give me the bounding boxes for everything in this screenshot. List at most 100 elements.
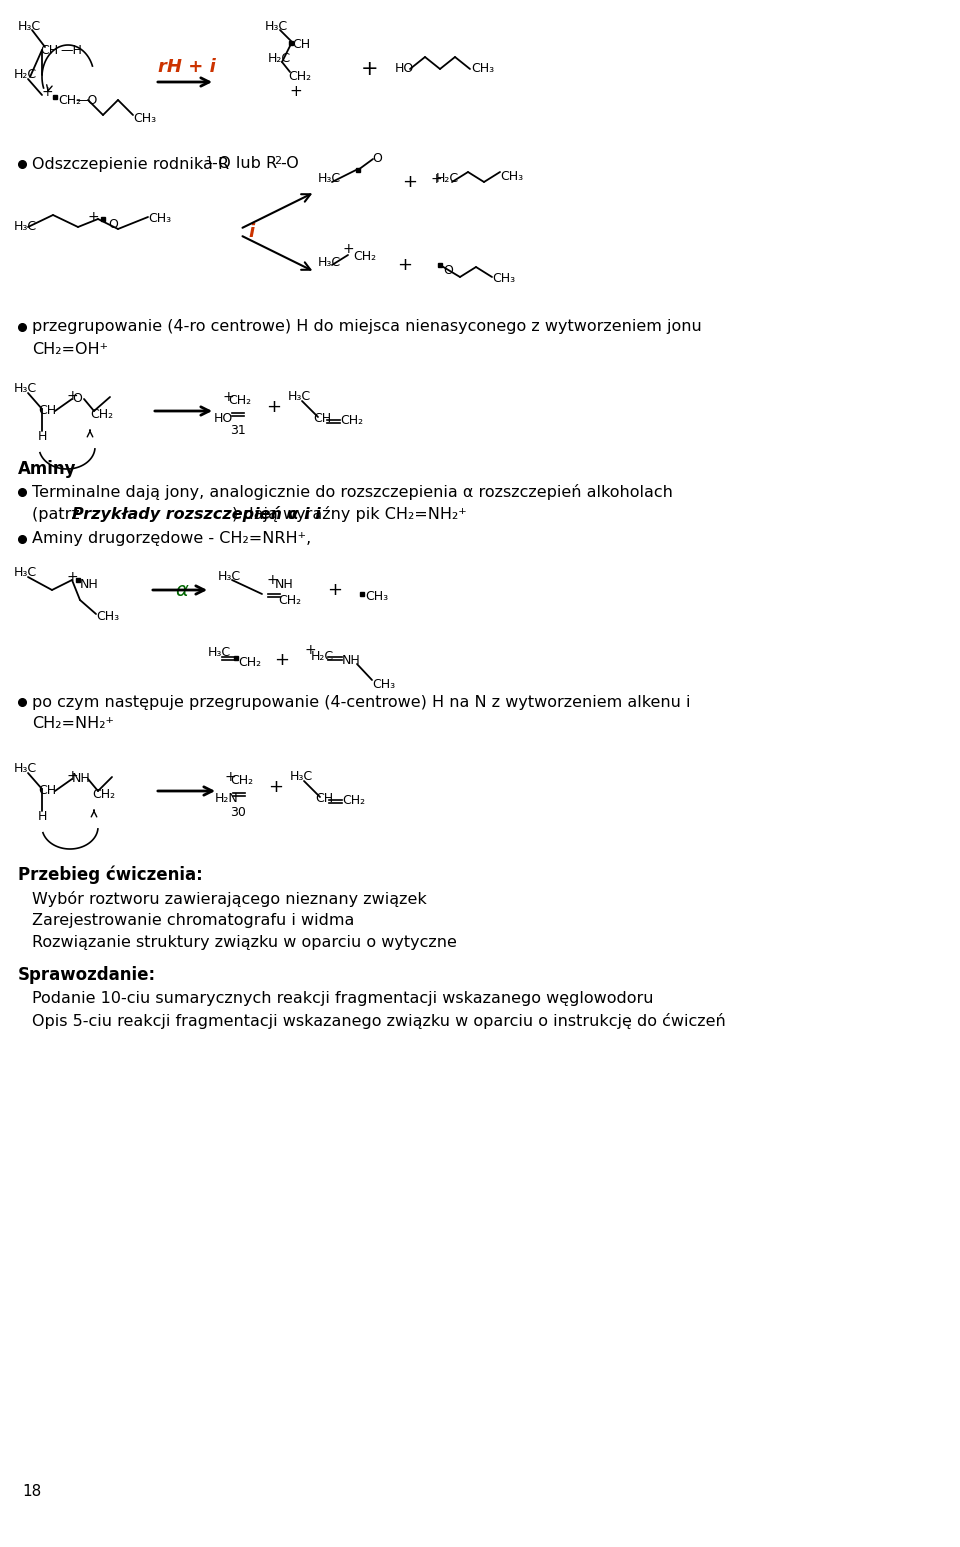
Text: CH₂: CH₂ xyxy=(92,787,115,800)
Text: Opis 5-ciu reakcji fragmentacji wskazanego związku w oparciu o instrukcję do ćwi: Opis 5-ciu reakcji fragmentacji wskazane… xyxy=(32,1013,726,1029)
Text: +: + xyxy=(224,770,235,784)
Text: —H: —H xyxy=(60,43,82,57)
Text: O: O xyxy=(72,393,82,405)
Text: O: O xyxy=(108,218,118,232)
Text: —O: —O xyxy=(75,93,97,107)
Text: 18: 18 xyxy=(22,1485,41,1499)
Text: H₃C: H₃C xyxy=(318,173,341,186)
Text: +: + xyxy=(342,241,354,255)
Text: +: + xyxy=(361,59,379,79)
Text: H₃C: H₃C xyxy=(290,770,313,783)
Text: H: H xyxy=(38,811,47,823)
Text: CH: CH xyxy=(315,792,333,806)
Text: CH₂=OH⁺: CH₂=OH⁺ xyxy=(32,342,108,356)
Text: H₃C: H₃C xyxy=(288,390,311,404)
Text: CH₂: CH₂ xyxy=(353,251,376,263)
Text: +: + xyxy=(266,572,277,586)
Text: Aminy: Aminy xyxy=(18,459,77,478)
Text: CH₂: CH₂ xyxy=(288,71,311,84)
Text: CH₃: CH₃ xyxy=(471,62,494,76)
Text: O: O xyxy=(372,153,382,166)
Text: H₃C: H₃C xyxy=(318,255,341,269)
Text: CH: CH xyxy=(38,784,56,798)
Text: H₃C: H₃C xyxy=(18,20,41,34)
Text: Terminalne dają jony, analogicznie do rozszczepienia α rozszczepień alkoholach: Terminalne dają jony, analogicznie do ro… xyxy=(32,484,673,500)
Text: HO: HO xyxy=(214,413,233,425)
Text: Rozwiązanie struktury związku w oparciu o wytyczne: Rozwiązanie struktury związku w oparciu … xyxy=(32,936,457,950)
Text: H₃C: H₃C xyxy=(14,763,37,775)
Text: ) dają wyraźny pik CH₂=NH₂⁺: ) dają wyraźny pik CH₂=NH₂⁺ xyxy=(232,506,467,521)
Text: CH₂: CH₂ xyxy=(90,407,113,421)
Text: H₂C: H₂C xyxy=(14,68,37,82)
Text: i: i xyxy=(248,223,254,241)
Text: H₃C: H₃C xyxy=(14,382,37,396)
Text: +: + xyxy=(267,398,281,416)
Text: H₂C: H₂C xyxy=(436,173,459,186)
Text: +: + xyxy=(305,644,317,657)
Text: Zarejestrowanie chromatografu i widma: Zarejestrowanie chromatografu i widma xyxy=(32,913,354,928)
Text: +: + xyxy=(66,388,78,404)
Text: CH₂: CH₂ xyxy=(238,656,261,668)
Text: CH₂: CH₂ xyxy=(342,795,365,808)
Text: +: + xyxy=(269,778,283,797)
Text: (patrz: (patrz xyxy=(32,506,84,521)
Text: CH₃: CH₃ xyxy=(500,170,523,184)
Text: po czym następuje przegrupowanie (4-centrowe) H na N z wytworzeniem alkenu i: po czym następuje przegrupowanie (4-cent… xyxy=(32,695,690,710)
Text: 1: 1 xyxy=(206,156,213,166)
Text: -O: -O xyxy=(280,156,299,172)
Text: H₃C: H₃C xyxy=(218,571,241,583)
Text: +: + xyxy=(87,210,99,224)
Text: przegrupowanie (4-ro centrowe) H do miejsca nienasyconego z wytworzeniem jonu: przegrupowanie (4-ro centrowe) H do miej… xyxy=(32,320,702,334)
Text: CH: CH xyxy=(38,404,56,418)
Text: +: + xyxy=(430,172,442,186)
Text: 30: 30 xyxy=(230,806,246,820)
Text: Przebieg ćwiczenia:: Przebieg ćwiczenia: xyxy=(18,866,203,885)
Text: +: + xyxy=(66,569,78,585)
Text: HO: HO xyxy=(395,62,415,76)
Text: CH₃: CH₃ xyxy=(133,113,156,125)
Text: NH: NH xyxy=(342,653,361,667)
Text: +: + xyxy=(397,255,413,274)
Text: Podanie 10-ciu sumarycznych reakcji fragmentacji wskazanego węglowodoru: Podanie 10-ciu sumarycznych reakcji frag… xyxy=(32,992,654,1007)
Text: CH₂=NH₂⁺: CH₂=NH₂⁺ xyxy=(32,716,114,732)
Text: Sprawozdanie:: Sprawozdanie: xyxy=(18,965,156,984)
Text: O: O xyxy=(443,265,453,277)
Text: H₂C: H₂C xyxy=(268,53,291,65)
Text: CH₃: CH₃ xyxy=(148,212,171,226)
Text: +: + xyxy=(66,769,78,783)
Text: +: + xyxy=(402,173,418,190)
Text: H₂C: H₂C xyxy=(311,650,334,662)
Text: +: + xyxy=(327,582,343,599)
Text: H₂N: H₂N xyxy=(215,792,239,806)
Text: CH₃: CH₃ xyxy=(365,591,388,603)
Text: NH: NH xyxy=(72,772,91,786)
Text: CH: CH xyxy=(313,413,331,425)
Text: CH: CH xyxy=(40,43,59,57)
Text: Aminy drugorzędowe - CH₂=NRH⁺,: Aminy drugorzędowe - CH₂=NRH⁺, xyxy=(32,532,311,546)
Text: H₃C: H₃C xyxy=(208,645,231,659)
Text: CH₂: CH₂ xyxy=(58,93,82,107)
Text: H₃C: H₃C xyxy=(14,221,37,234)
Text: H₃C: H₃C xyxy=(265,20,288,34)
Text: α: α xyxy=(175,580,188,600)
Text: Odszczepienie rodnika R: Odszczepienie rodnika R xyxy=(32,156,229,172)
Text: H: H xyxy=(38,430,47,444)
Text: Przykłady rozszczepień α i i: Przykłady rozszczepień α i i xyxy=(72,506,321,521)
Text: +: + xyxy=(275,651,290,668)
Text: CH₃: CH₃ xyxy=(492,272,516,286)
Text: CH₃: CH₃ xyxy=(372,678,396,690)
Text: CH₂: CH₂ xyxy=(228,394,252,407)
Text: +: + xyxy=(41,85,53,99)
Text: CH₂: CH₂ xyxy=(230,775,253,787)
Text: CH₃: CH₃ xyxy=(96,611,119,623)
Text: CH₂: CH₂ xyxy=(340,415,363,427)
Text: -O lub R: -O lub R xyxy=(212,156,277,172)
Text: CH: CH xyxy=(292,39,310,51)
Text: +: + xyxy=(223,390,234,404)
Text: NH: NH xyxy=(80,577,99,591)
Text: 31: 31 xyxy=(230,424,246,438)
Text: CH₂: CH₂ xyxy=(278,594,301,606)
Text: H₃C: H₃C xyxy=(14,566,37,579)
Text: 2: 2 xyxy=(274,156,281,166)
Text: Wybór roztworu zawierającego nieznany związek: Wybór roztworu zawierającego nieznany zw… xyxy=(32,891,427,907)
